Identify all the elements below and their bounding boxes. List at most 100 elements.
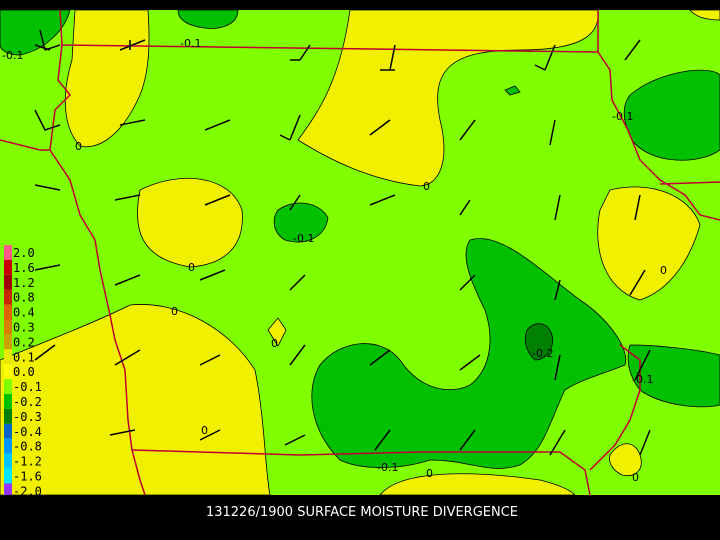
barb [380, 44, 396, 71]
barb [34, 264, 61, 271]
region [0, 304, 271, 496]
barb [374, 429, 391, 451]
legend-label: 0.0 [13, 365, 35, 379]
barb [629, 269, 646, 296]
legend-swatch [4, 379, 12, 394]
legend-label: 0.2 [13, 335, 35, 349]
legend-label: 0.4 [13, 306, 35, 320]
legend-swatch [4, 468, 12, 484]
legend-swatch [4, 364, 12, 380]
legend-swatch [4, 438, 12, 454]
region [297, 9, 599, 187]
positive-regions [0, 9, 720, 496]
barb [459, 274, 476, 291]
barb [34, 344, 56, 361]
wind-barbs [34, 29, 651, 456]
barb [634, 194, 641, 221]
legend-swatch [4, 289, 12, 305]
legend-swatch [4, 453, 12, 469]
contour-label: 0 [271, 337, 278, 350]
legend-label: -0.3 [13, 410, 42, 424]
barb [119, 39, 146, 51]
negative-regions [0, 9, 720, 469]
barb [369, 119, 391, 136]
contour-label: 0 [171, 305, 178, 318]
border [131, 449, 591, 496]
legend-swatch [4, 394, 12, 409]
legend-label: 0.3 [13, 321, 35, 335]
region [379, 473, 576, 496]
legend-label: 2.0 [13, 246, 35, 260]
barb [459, 119, 476, 141]
barb [284, 434, 306, 446]
contour-label: -0.1 [377, 461, 398, 474]
contour-label: 0 [75, 140, 82, 153]
legend-swatch [4, 483, 12, 499]
contour-label: 0 [426, 467, 433, 480]
border [659, 181, 720, 185]
barb [289, 194, 301, 211]
legend-swatch [4, 423, 12, 439]
barb [534, 44, 556, 71]
border [59, 9, 599, 53]
region [627, 344, 720, 408]
barb [114, 274, 141, 286]
region [623, 69, 720, 161]
legend-label: 0.8 [13, 291, 35, 305]
legend-label: 0.1 [13, 350, 35, 364]
barb [34, 184, 61, 191]
barb [199, 269, 226, 281]
region [0, 9, 71, 56]
barb [34, 109, 61, 131]
region [64, 9, 150, 148]
legend-label: -0.1 [13, 380, 42, 394]
contour-label: 0 [201, 424, 208, 437]
barb [204, 194, 231, 206]
barb [554, 354, 561, 381]
barb [459, 354, 481, 371]
legend-label: -0.8 [13, 440, 42, 454]
region [504, 85, 521, 96]
legend-label: 1.2 [13, 276, 35, 290]
barb [554, 194, 561, 221]
color-legend: 2.01.61.20.80.40.30.20.10.0-0.1-0.2-0.3-… [4, 245, 42, 498]
barb [289, 274, 306, 291]
region [597, 186, 701, 301]
map-field: -0.1-0.100-0.1-0.10 000-0.2-0.10-0.1 0 0 [0, 9, 720, 496]
barb [369, 349, 391, 366]
contour-label: -0.1 [180, 37, 201, 50]
legend-label: -0.4 [13, 425, 42, 439]
contour-label: -0.1 [632, 373, 653, 386]
contour-label: 0 [188, 261, 195, 274]
barb [639, 429, 651, 456]
footer-band [0, 495, 720, 540]
barb [459, 429, 476, 451]
barb [549, 119, 556, 146]
border [597, 51, 720, 221]
legend-swatch [4, 304, 12, 320]
region [689, 9, 720, 21]
region [177, 9, 239, 29]
legend-label: -2.0 [13, 484, 42, 498]
barb [119, 119, 146, 126]
legend-swatch [4, 334, 12, 350]
barb [114, 194, 141, 201]
contour-label: 0 [632, 471, 639, 484]
legend-swatch [4, 245, 12, 260]
legend-label: -1.2 [13, 455, 42, 469]
legend-swatch [4, 259, 12, 275]
barb [289, 344, 306, 366]
border [589, 344, 641, 471]
legend-label: -1.6 [13, 470, 42, 484]
barb [624, 39, 641, 61]
map-title: 131226/1900 SURFACE MOISTURE DIVERGENCE [206, 505, 518, 520]
barb [199, 354, 221, 366]
strong-negative-region [524, 323, 553, 361]
contour-label: 0 [660, 264, 667, 277]
contour-label: -0.1 [612, 110, 633, 123]
border [49, 44, 146, 496]
contour-label: -0.1 [2, 49, 23, 62]
contour-label: -0.1 [293, 232, 314, 245]
legend-label: 1.6 [13, 261, 35, 275]
barb [199, 429, 221, 441]
